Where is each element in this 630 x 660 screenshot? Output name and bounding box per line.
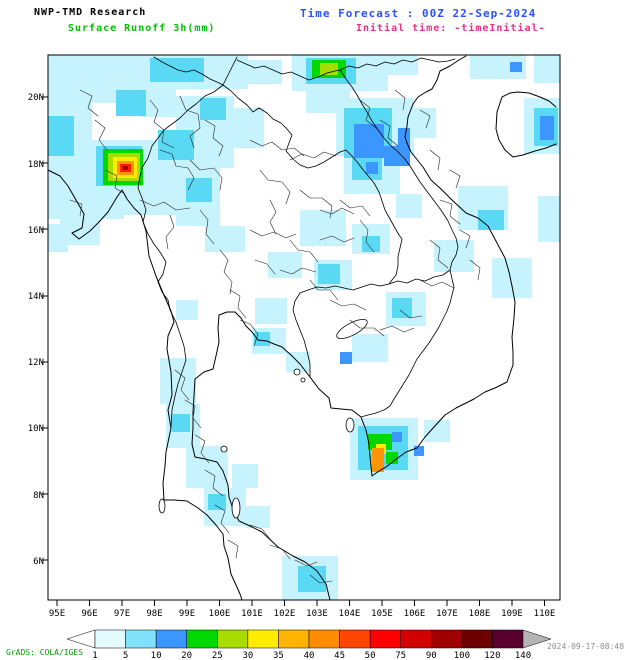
product-title: Surface Runoff 3h(mm) <box>68 23 216 34</box>
colorbar-label: 20 <box>181 651 192 660</box>
lon-label: 108E <box>469 609 491 619</box>
lon-label: 97E <box>114 609 130 619</box>
colorbar-label: 90 <box>426 651 437 660</box>
colorbar-segment <box>186 629 218 649</box>
longitude-ticks <box>56 600 545 606</box>
border-thailand-laos <box>222 84 403 285</box>
island-phuket <box>158 498 166 514</box>
colorbar-left-arrow <box>66 629 96 649</box>
colorbar-segment <box>369 629 401 649</box>
colorbar-segment <box>247 629 279 649</box>
colorbar-label: 35 <box>273 651 284 660</box>
province-mesh-north <box>69 89 224 250</box>
colorbar-segment <box>339 629 371 649</box>
lat-label: 18N <box>28 160 44 170</box>
coastline-hainan <box>495 91 557 158</box>
border-laos-cambodia <box>388 269 451 285</box>
island-kohchang <box>293 368 301 376</box>
colorbar-segment <box>461 629 493 649</box>
map-frame <box>47 54 561 601</box>
lon-label: 109E <box>501 609 523 619</box>
latitude-ticks <box>41 96 48 561</box>
lat-label: 12N <box>28 358 44 368</box>
border-china-north <box>153 56 456 86</box>
colorbar-label: 120 <box>484 651 500 660</box>
lat-label: 8N <box>33 491 44 501</box>
colorbar-label: 50 <box>365 651 376 660</box>
border-myanmar-thailand <box>137 84 224 429</box>
coastline-east <box>191 55 516 601</box>
colorbar-segment <box>125 629 157 649</box>
colorbar-label: 40 <box>304 651 315 660</box>
lon-label: 95E <box>49 609 65 619</box>
lon-label: 104E <box>339 609 361 619</box>
province-boundaries <box>69 89 481 584</box>
forecast-time-label: Time Forecast : 00Z 22-Sep-2024 <box>300 7 537 20</box>
colorbar-segment <box>217 629 249 649</box>
lat-label: 20N <box>28 93 44 103</box>
colorbar: 1 5 10 20 25 30 35 40 45 50 75 90 100 12… <box>66 629 552 660</box>
lake-tonlesap <box>336 319 368 339</box>
coastlines <box>47 55 557 601</box>
lon-label: 101E <box>241 609 263 619</box>
border-thailand-cambodia <box>292 283 390 378</box>
colorbar-label: 100 <box>454 651 470 660</box>
lon-label: 102E <box>274 609 296 619</box>
lon-label: 106E <box>404 609 426 619</box>
colorbar-segment <box>492 629 524 649</box>
province-mesh-south <box>174 199 481 584</box>
lon-label: 99E <box>179 609 195 619</box>
island-samui <box>220 445 228 453</box>
runoff-shading <box>48 55 560 600</box>
latitude-axis: 20N 18N 16N 14N 12N 10N 8N 6N <box>28 93 44 567</box>
colorbar-segment <box>400 629 432 649</box>
runoff-level-3 <box>340 62 554 456</box>
initial-time-label: Initial time: -timeInitial- <box>356 23 546 34</box>
lake-songkhla <box>231 497 241 519</box>
lon-label: 110E <box>534 609 556 619</box>
grads-credit: GrADS: COLA/IGES <box>6 648 84 657</box>
runoff-level-1 <box>48 55 560 600</box>
island-kohkut <box>300 377 306 383</box>
lon-label: 96E <box>81 609 97 619</box>
colorbar-label: 45 <box>334 651 345 660</box>
colorbar-label: 140 <box>515 651 531 660</box>
colorbar-label: 75 <box>395 651 406 660</box>
lat-label: 16N <box>28 226 44 236</box>
province-mesh-northeast <box>249 89 461 301</box>
lat-label: 10N <box>28 424 44 434</box>
creation-timestamp: 2024-09-17-08:48 <box>547 642 625 651</box>
lat-label: 6N <box>33 557 44 567</box>
colorbar-label: 10 <box>151 651 162 660</box>
lon-label: 98E <box>146 609 162 619</box>
colorbar-label: 30 <box>242 651 253 660</box>
border-vietnam-west <box>339 69 459 418</box>
lon-label: 105E <box>371 609 393 619</box>
colorbar-segment <box>308 629 340 649</box>
colorbar-label: 25 <box>212 651 223 660</box>
lat-label: 14N <box>28 292 44 302</box>
runoff-level-2 <box>48 58 558 592</box>
lon-label: 103E <box>306 609 328 619</box>
colorbar-label: 5 <box>123 651 128 660</box>
longitude-axis: 95E 96E 97E 98E 99E 100E 101E 102E 103E … <box>49 609 555 619</box>
colorbar-label: 1 <box>92 651 97 660</box>
colorbar-segment <box>155 629 187 649</box>
colorbar-segment <box>94 629 126 649</box>
colorbar-right-arrow <box>522 629 552 649</box>
colorbar-segment <box>278 629 310 649</box>
org-title: NWP-TMD Research <box>34 7 147 18</box>
runoff-level-darkred <box>123 166 128 170</box>
lon-label: 107E <box>436 609 458 619</box>
colorbar-segment <box>431 629 463 649</box>
lon-label: 100E <box>209 609 231 619</box>
island-phuquoc <box>345 417 355 433</box>
coastline-west <box>47 169 243 601</box>
